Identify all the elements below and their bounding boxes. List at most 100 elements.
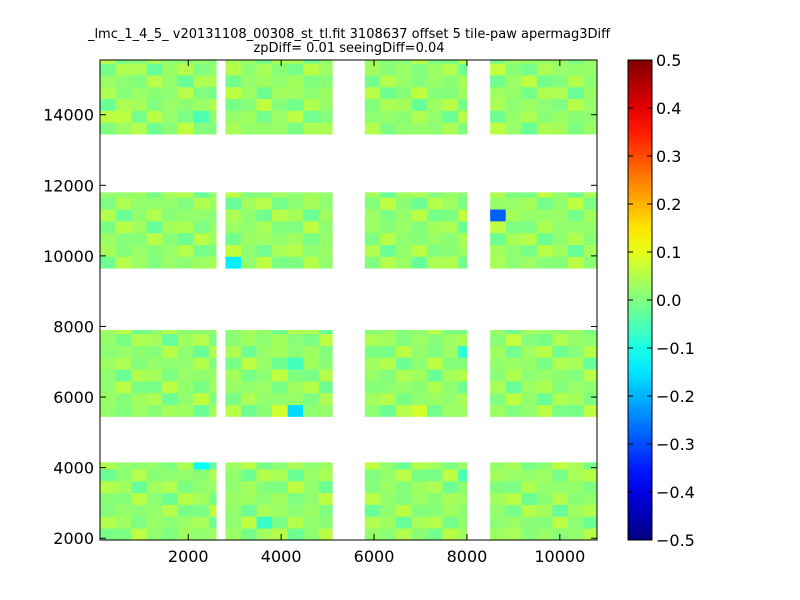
heatmap-cell bbox=[536, 333, 553, 346]
heatmap-cell bbox=[567, 528, 584, 541]
heatmap-cell bbox=[411, 357, 428, 370]
heatmap-cell bbox=[490, 192, 507, 198]
heatmap-cell bbox=[208, 256, 217, 269]
heatmap-cell bbox=[240, 469, 257, 482]
heatmap-cell bbox=[490, 492, 507, 505]
heatmap-cell bbox=[177, 110, 194, 123]
heatmap-cell bbox=[287, 480, 304, 494]
heatmap-cell bbox=[240, 220, 257, 234]
heatmap-cell bbox=[131, 469, 148, 482]
heatmap-cell bbox=[536, 528, 553, 541]
heatmap-cell bbox=[146, 192, 163, 198]
heatmap-cell bbox=[364, 197, 381, 210]
heatmap-cell bbox=[225, 98, 242, 111]
heatmap-cell bbox=[225, 330, 242, 335]
heatmap-cell bbox=[505, 345, 522, 358]
heatmap-cell bbox=[552, 244, 569, 257]
heatmap-cell bbox=[303, 504, 320, 517]
heatmap-cell bbox=[567, 256, 584, 269]
heatmap-cell bbox=[193, 98, 210, 111]
heatmap-cell bbox=[162, 209, 179, 222]
heatmap-cell bbox=[426, 369, 443, 382]
x-tick-label: 2000 bbox=[168, 547, 209, 566]
heatmap-cell bbox=[193, 232, 210, 245]
heatmap-cell bbox=[426, 232, 443, 245]
heatmap-cell bbox=[490, 345, 507, 358]
heatmap-cell bbox=[115, 516, 132, 529]
heatmap-cell bbox=[426, 256, 443, 269]
heatmap-cell bbox=[426, 192, 443, 198]
heatmap-cell bbox=[567, 381, 584, 394]
heatmap-cell bbox=[536, 232, 553, 245]
heatmap-cell bbox=[490, 333, 507, 346]
heatmap-cell bbox=[208, 369, 217, 382]
heatmap-cell bbox=[552, 209, 569, 222]
heatmap-cell bbox=[287, 528, 304, 541]
heatmap-cell bbox=[442, 369, 459, 382]
heatmap-cell bbox=[458, 369, 468, 382]
heatmap-cell bbox=[225, 345, 242, 358]
heatmap-cell bbox=[380, 369, 397, 382]
heatmap-cell bbox=[505, 197, 522, 210]
heatmap-cell bbox=[287, 462, 304, 470]
heatmap-cell bbox=[380, 63, 397, 76]
heatmap-cell bbox=[395, 480, 412, 494]
heatmap-cell bbox=[287, 110, 304, 123]
heatmap-cell bbox=[225, 369, 242, 382]
heatmap-cell bbox=[521, 381, 538, 394]
heatmap-cell bbox=[521, 404, 538, 417]
heatmap-cell bbox=[490, 369, 507, 382]
heatmap-cell bbox=[272, 256, 289, 269]
heatmap-cell bbox=[380, 480, 397, 494]
heatmap-cell bbox=[490, 60, 507, 64]
heatmap-cell bbox=[131, 86, 148, 100]
heatmap-cell bbox=[177, 192, 194, 198]
heatmap-cell bbox=[505, 469, 522, 482]
y-axis: 2000 4000 6000 8000 10000 12000 14000 bbox=[43, 106, 597, 548]
heatmap-cell bbox=[490, 256, 507, 269]
heatmap-cell bbox=[256, 528, 273, 541]
heatmap-cell bbox=[521, 98, 538, 111]
heatmap-cell bbox=[303, 528, 320, 541]
heatmap-cell bbox=[208, 60, 217, 64]
heatmap-cell bbox=[536, 122, 553, 135]
heatmap-cell bbox=[426, 197, 443, 210]
heatmap-cell bbox=[240, 480, 257, 494]
heatmap-cell bbox=[395, 86, 412, 100]
heatmap-cell bbox=[536, 516, 553, 529]
heatmap-cell bbox=[521, 392, 538, 406]
heatmap-cell bbox=[521, 86, 538, 100]
heatmap-cell bbox=[256, 504, 273, 517]
heatmap-cell bbox=[536, 75, 553, 88]
heatmap-cell bbox=[411, 63, 428, 76]
heatmap-cell bbox=[442, 209, 459, 222]
heatmap-cell bbox=[521, 256, 538, 269]
heatmap-cell bbox=[536, 345, 553, 358]
heatmap-cell bbox=[240, 492, 257, 505]
heatmap-cell bbox=[458, 86, 468, 100]
heatmap-cell bbox=[552, 197, 569, 210]
heatmap-cell bbox=[458, 492, 468, 505]
heatmap-cell bbox=[395, 504, 412, 517]
heatmap-cell bbox=[536, 63, 553, 76]
heatmap-cell bbox=[193, 357, 210, 370]
heatmap-cell bbox=[442, 381, 459, 394]
heatmap-cell bbox=[162, 369, 179, 382]
heatmap-cell bbox=[193, 122, 210, 135]
heatmap-cell bbox=[458, 462, 468, 470]
heatmap-cell bbox=[225, 197, 242, 210]
heatmap-cell bbox=[318, 60, 333, 64]
heatmap-cell bbox=[505, 492, 522, 505]
heatmap-cell bbox=[364, 244, 381, 257]
heatmap-cell bbox=[583, 392, 598, 406]
heatmap-cell bbox=[256, 197, 273, 210]
heatmap-cell bbox=[505, 404, 522, 417]
heatmap-cell bbox=[552, 357, 569, 370]
heatmap-cell bbox=[162, 516, 179, 529]
heatmap-cell bbox=[146, 232, 163, 245]
y-tick-label: 12000 bbox=[43, 176, 94, 195]
heatmap-cell bbox=[303, 122, 320, 135]
heatmap-cell bbox=[536, 381, 553, 394]
heatmap-cell bbox=[458, 516, 468, 529]
heatmap-cell bbox=[552, 345, 569, 358]
